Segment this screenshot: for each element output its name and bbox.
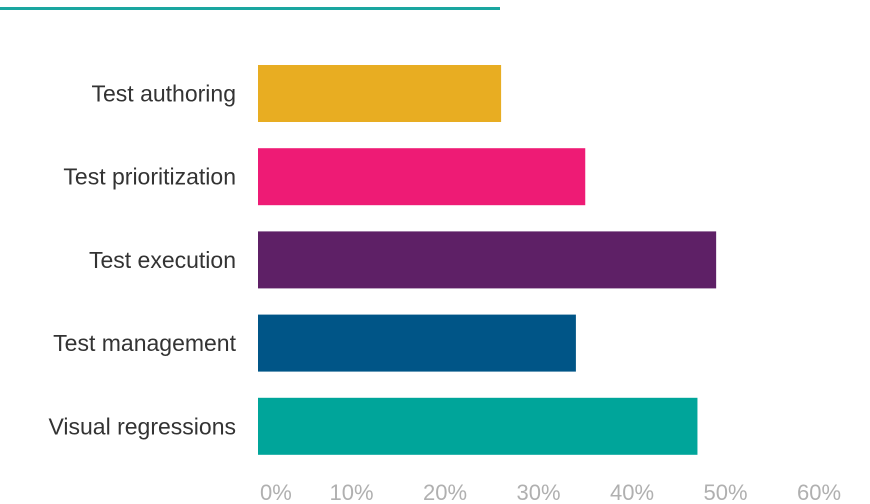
x-tick-label: 30%	[516, 480, 560, 504]
x-tick-label: 40%	[610, 480, 654, 504]
top-accent-rule	[0, 7, 500, 10]
category-label-test-prioritization: Test prioritization	[63, 164, 236, 190]
x-tick-label: 0%	[260, 480, 292, 504]
category-label-test-execution: Test execution	[89, 247, 236, 273]
x-axis-tick-group: 0% 10% 20% 30% 40% 50% 60%	[260, 480, 841, 504]
category-label-test-authoring: Test authoring	[92, 81, 236, 107]
category-label-group: Test authoring Test prioritization Test ex…	[48, 81, 236, 440]
x-tick-label: 10%	[329, 480, 373, 504]
bar-test-management	[258, 314, 576, 372]
category-label-test-management: Test management	[53, 330, 236, 356]
bar-test-authoring	[258, 65, 502, 122]
bar-test-execution	[258, 231, 717, 289]
x-tick-label: 50%	[703, 480, 747, 504]
bar-visual-regressions	[258, 397, 698, 455]
bar-test-prioritization	[258, 148, 586, 206]
bar-group	[258, 65, 717, 455]
category-label-visual-regressions: Visual regressions	[48, 413, 236, 439]
x-tick-label: 20%	[423, 480, 467, 504]
x-tick-label: 60%	[797, 480, 841, 504]
